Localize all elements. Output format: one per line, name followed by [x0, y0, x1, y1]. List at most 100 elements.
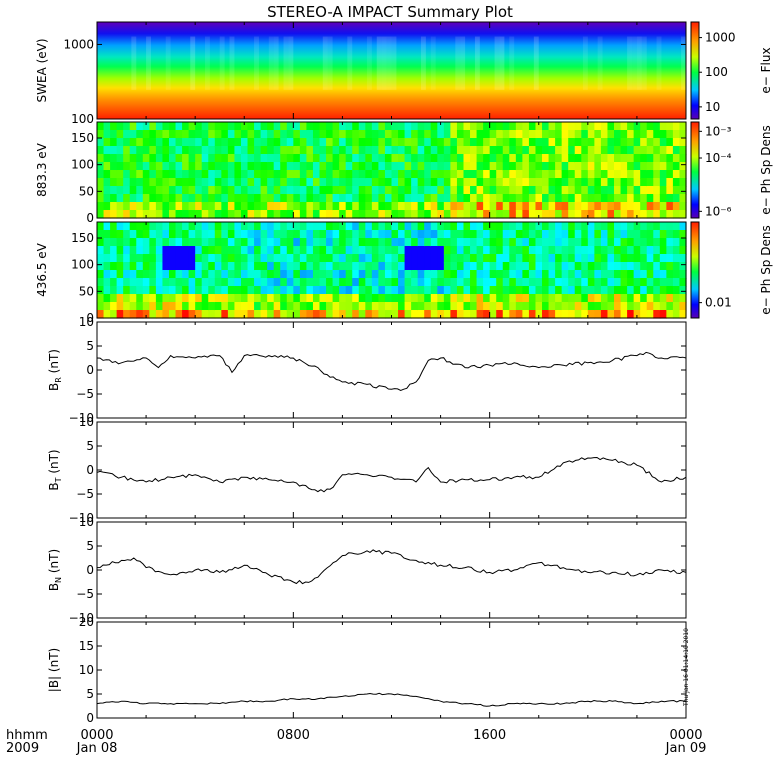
- spectrogram-cell: [168, 162, 177, 171]
- spectrogram-cell: [365, 186, 373, 195]
- spectrogram-cell: [155, 302, 164, 311]
- spectrogram-cell: [149, 162, 157, 171]
- spectrogram-cell: [378, 154, 386, 163]
- spectrogram-cell: [443, 130, 451, 139]
- spectrogram-cell: [103, 230, 111, 239]
- spectrogram-cell: [267, 230, 275, 239]
- spectrogram-cell: [659, 202, 667, 211]
- spectrogram-cell: [123, 310, 131, 319]
- spectrogram-cell: [463, 262, 471, 271]
- spectrogram-cell: [293, 170, 301, 179]
- spectrogram-cell: [345, 302, 353, 311]
- spectrogram-cell: [214, 130, 222, 139]
- spectrogram-cell: [456, 178, 465, 187]
- spectrogram-cell: [555, 122, 563, 131]
- spectrogram-cell: [450, 230, 458, 239]
- spectrogram-cell: [188, 178, 196, 187]
- spectrogram-cell: [247, 138, 255, 147]
- spectrogram-cell: [221, 146, 229, 155]
- spectrogram-cell: [528, 122, 537, 131]
- spectrogram-cell: [201, 310, 209, 319]
- spectrogram-cell: [208, 178, 216, 187]
- spectrogram-cell: [116, 246, 124, 255]
- spectrogram-cell: [280, 286, 288, 295]
- spectrogram-cell: [103, 302, 111, 311]
- spectrogram-cell: [332, 154, 340, 163]
- spectrogram-cell: [312, 222, 321, 231]
- spectrogram-cell: [352, 286, 360, 295]
- spectrogram-cell: [620, 270, 628, 279]
- spectrogram-cell: [188, 202, 196, 211]
- spectrogram-cell: [561, 278, 569, 287]
- colorbar-label: e− Flux: [759, 47, 773, 93]
- spectrogram-cell: [437, 238, 445, 247]
- spectrogram-cell: [509, 122, 517, 131]
- spectrogram-cell: [345, 130, 353, 139]
- spectrogram-cell: [528, 170, 537, 179]
- spectrogram-cell: [208, 154, 216, 163]
- spectrogram-cell: [299, 178, 308, 187]
- spectrogram-cell: [352, 230, 360, 239]
- spectrogram-cell: [155, 138, 164, 147]
- spectrogram-cell: [424, 210, 432, 219]
- spectrogram-cell: [345, 262, 353, 271]
- spectrogram-streak: [219, 36, 225, 90]
- spectrogram-cell: [659, 178, 667, 187]
- spectrogram-cell: [280, 186, 288, 195]
- spectrogram-cell: [594, 254, 602, 263]
- spectrogram-cell: [110, 302, 118, 311]
- spectrogram-cell: [149, 262, 157, 271]
- spectrogram-cell: [515, 278, 523, 287]
- spectrogram-cell: [182, 210, 190, 219]
- spectrogram-cell: [208, 302, 216, 311]
- spectrogram-cell: [515, 162, 523, 171]
- spectrogram-cell: [110, 262, 118, 271]
- spectrogram-cell: [103, 178, 111, 187]
- spectrogram-cell: [679, 286, 687, 295]
- spectrogram-cell: [175, 230, 183, 239]
- spectrogram-cell: [221, 254, 229, 263]
- spectrogram-cell: [319, 230, 327, 239]
- spectrogram-cell: [339, 130, 347, 139]
- spectrogram-cell: [378, 146, 386, 155]
- spectrogram-cell: [103, 262, 111, 271]
- spectrogram-cell: [136, 170, 144, 179]
- spectrogram-cell: [450, 246, 458, 255]
- spectrogram-cell: [470, 122, 478, 131]
- spectrogram-cell: [371, 186, 380, 195]
- y-tick-label: −10: [69, 611, 94, 625]
- spectrogram-cell: [182, 270, 190, 279]
- spectrogram-cell: [195, 194, 203, 203]
- spectrogram-cell: [659, 130, 667, 139]
- spectrogram-cell: [247, 130, 255, 139]
- spectrogram-cell: [162, 222, 170, 231]
- spectrogram-cell: [103, 138, 111, 147]
- spectrogram-cell: [155, 162, 164, 171]
- spectrogram-cell: [391, 278, 399, 287]
- spectrogram-cell: [581, 178, 589, 187]
- spectrogram-cell: [653, 270, 661, 279]
- spectrogram-cell: [633, 138, 641, 147]
- spectrogram-cell: [208, 230, 216, 239]
- spectrogram-cell: [627, 238, 635, 247]
- spectrogram-cell: [267, 154, 275, 163]
- spectrogram-cell: [240, 230, 249, 239]
- spectrogram-cell: [443, 138, 451, 147]
- spectrogram-cell: [614, 122, 622, 131]
- spectrogram-cell: [339, 310, 347, 319]
- spectrogram-cell: [581, 238, 589, 247]
- spectrogram-cell: [548, 170, 556, 179]
- spectrogram-streak: [391, 36, 397, 90]
- spectrogram-cell: [633, 294, 641, 303]
- spectrogram-cell: [168, 302, 177, 311]
- spectrogram-cell: [653, 202, 661, 211]
- spectrogram-cell: [528, 286, 537, 295]
- spectrogram-cell: [234, 262, 242, 271]
- spectrogram-cell: [339, 254, 347, 263]
- spectrogram-cell: [411, 294, 419, 303]
- spectrogram-cell: [155, 146, 164, 155]
- spectrogram-cell: [620, 194, 628, 203]
- spectrogram-cell: [391, 286, 399, 295]
